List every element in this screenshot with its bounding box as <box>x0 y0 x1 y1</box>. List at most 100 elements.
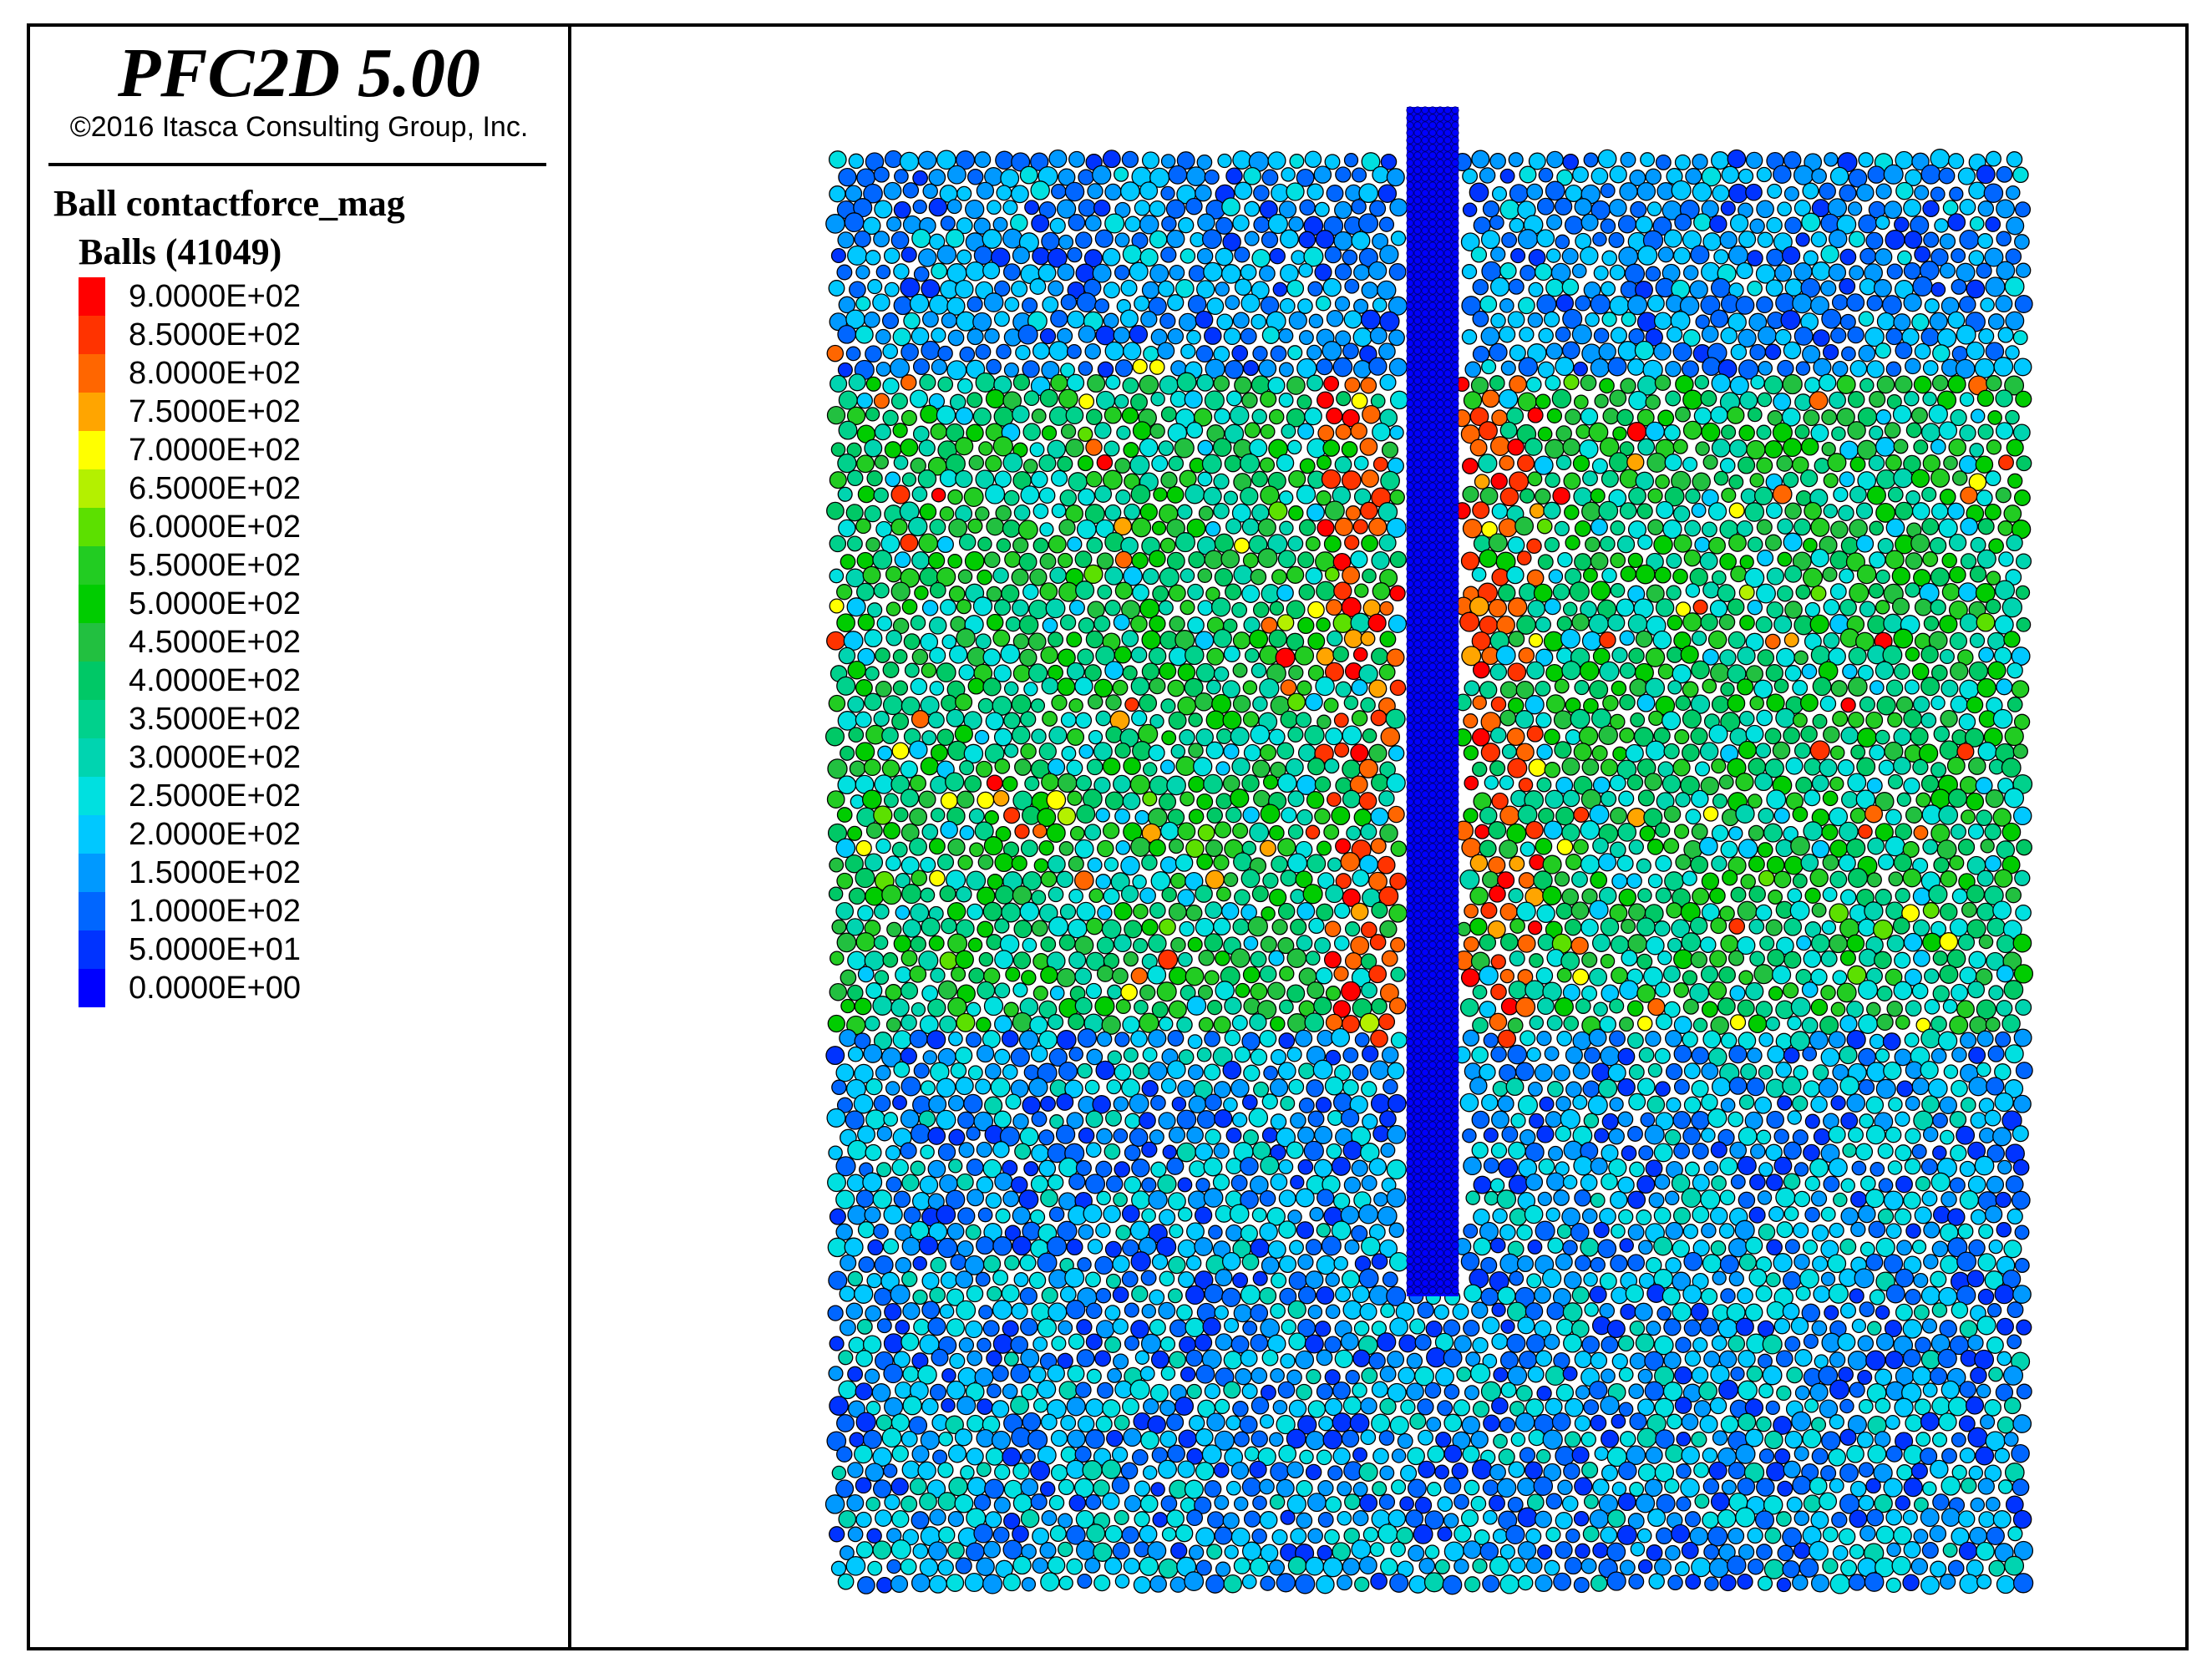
plot-frame: PFC2D 5.00 ©2016 Itasca Consulting Group… <box>27 23 2189 1650</box>
ball <box>1629 1161 1645 1178</box>
ball <box>1618 790 1635 807</box>
ball <box>1241 392 1258 409</box>
ball <box>827 1014 845 1033</box>
ball <box>892 327 911 347</box>
ball <box>1204 933 1224 952</box>
ball <box>890 581 911 601</box>
ball <box>1914 185 1930 200</box>
ball <box>1886 263 1903 280</box>
ball <box>882 378 900 395</box>
ball <box>1031 1143 1049 1163</box>
ball <box>1672 1207 1692 1225</box>
ball <box>1744 567 1765 588</box>
ball <box>1051 694 1068 711</box>
ball <box>1695 441 1710 456</box>
ball <box>1527 1366 1545 1383</box>
ball <box>1213 1016 1231 1034</box>
ball <box>1196 1110 1216 1129</box>
ball <box>1758 1032 1774 1047</box>
ball <box>1986 150 2001 167</box>
ball <box>855 868 875 889</box>
ball <box>1261 616 1278 634</box>
ball <box>1492 1208 1508 1224</box>
ball <box>1526 538 1542 555</box>
ball <box>1588 967 1608 986</box>
ball <box>937 1143 956 1162</box>
ball <box>1331 806 1351 826</box>
ball <box>1188 1190 1207 1209</box>
ball <box>1610 552 1626 569</box>
ball <box>1314 263 1332 281</box>
ball <box>1571 1286 1590 1305</box>
ball <box>1621 1145 1637 1161</box>
ball <box>1260 935 1277 953</box>
ball <box>1002 200 1018 215</box>
ball <box>1629 1320 1646 1336</box>
ball <box>1884 1319 1903 1338</box>
ball <box>900 438 919 457</box>
ball <box>1187 295 1207 314</box>
ball <box>941 694 958 712</box>
ball <box>1130 967 1149 985</box>
ball <box>1719 1255 1739 1275</box>
ball <box>1849 359 1868 378</box>
ball <box>1278 1220 1296 1239</box>
ball <box>918 439 936 457</box>
ball <box>1056 870 1074 889</box>
ball <box>1738 970 1753 986</box>
ball <box>1895 501 1914 520</box>
ball <box>1261 326 1281 344</box>
ball <box>1644 773 1662 791</box>
ball <box>1030 1045 1048 1062</box>
ball <box>1875 823 1894 842</box>
ball <box>1793 1190 1811 1208</box>
ball <box>1795 584 1811 600</box>
ball <box>1828 1158 1848 1178</box>
ball <box>1662 1382 1683 1402</box>
ball <box>1930 502 1949 520</box>
ball <box>862 216 881 236</box>
ball <box>855 265 870 280</box>
ball <box>1739 391 1758 410</box>
ball <box>1627 552 1644 569</box>
ball <box>1754 1096 1773 1114</box>
ball <box>1849 1288 1864 1304</box>
ball <box>1325 1272 1340 1287</box>
ball <box>1985 470 2001 487</box>
ball <box>1710 1016 1729 1036</box>
ball <box>1472 661 1490 679</box>
ball <box>1316 1255 1337 1275</box>
ball <box>1012 246 1030 265</box>
ball <box>892 423 908 439</box>
ball <box>986 1350 1002 1367</box>
ball <box>1573 743 1592 762</box>
ball <box>1782 471 1799 489</box>
model-view[interactable] <box>571 27 2185 1647</box>
ball <box>1480 901 1498 920</box>
ball <box>1920 645 1939 664</box>
ball <box>1113 1128 1129 1143</box>
ball <box>1499 775 1514 790</box>
ball <box>1326 310 1344 327</box>
ball <box>1865 1350 1886 1371</box>
ball <box>847 1204 868 1225</box>
ball <box>1169 1319 1188 1338</box>
ball <box>1527 920 1543 935</box>
ball <box>1143 345 1159 362</box>
ball <box>1822 790 1839 807</box>
ball <box>1665 390 1682 407</box>
ball <box>2004 375 2025 396</box>
ball <box>1533 583 1553 603</box>
ball <box>1334 200 1352 220</box>
ball <box>1976 677 1996 698</box>
ball <box>875 680 892 697</box>
ball <box>1765 919 1783 936</box>
ball <box>1048 406 1069 426</box>
ball <box>1748 855 1765 873</box>
ball <box>1667 680 1682 695</box>
ball <box>1976 389 1995 408</box>
ball <box>1878 1178 1894 1194</box>
ball <box>1876 986 1893 1001</box>
ball <box>1120 885 1139 904</box>
ball <box>1864 327 1885 347</box>
